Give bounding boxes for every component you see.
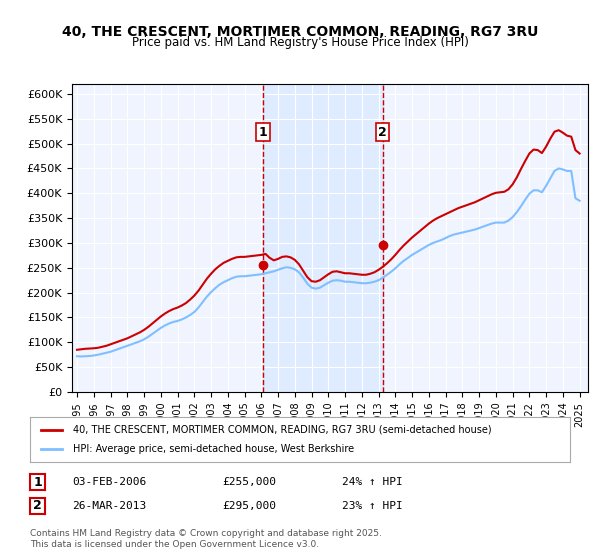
Text: HPI: Average price, semi-detached house, West Berkshire: HPI: Average price, semi-detached house,… [73,445,355,455]
Text: Contains HM Land Registry data © Crown copyright and database right 2025.
This d: Contains HM Land Registry data © Crown c… [30,529,382,549]
Text: 03-FEB-2006: 03-FEB-2006 [72,477,146,487]
Text: £295,000: £295,000 [222,501,276,511]
Text: Price paid vs. HM Land Registry's House Price Index (HPI): Price paid vs. HM Land Registry's House … [131,36,469,49]
Text: 24% ↑ HPI: 24% ↑ HPI [342,477,403,487]
Text: 40, THE CRESCENT, MORTIMER COMMON, READING, RG7 3RU: 40, THE CRESCENT, MORTIMER COMMON, READI… [62,25,538,39]
Text: 1: 1 [33,475,42,489]
Text: 2: 2 [378,125,387,139]
Text: 26-MAR-2013: 26-MAR-2013 [72,501,146,511]
Text: 23% ↑ HPI: 23% ↑ HPI [342,501,403,511]
Text: 1: 1 [259,125,267,139]
Text: 40, THE CRESCENT, MORTIMER COMMON, READING, RG7 3RU (semi-detached house): 40, THE CRESCENT, MORTIMER COMMON, READI… [73,424,492,435]
Text: 2: 2 [33,499,42,512]
Text: £255,000: £255,000 [222,477,276,487]
Bar [263,84,383,392]
